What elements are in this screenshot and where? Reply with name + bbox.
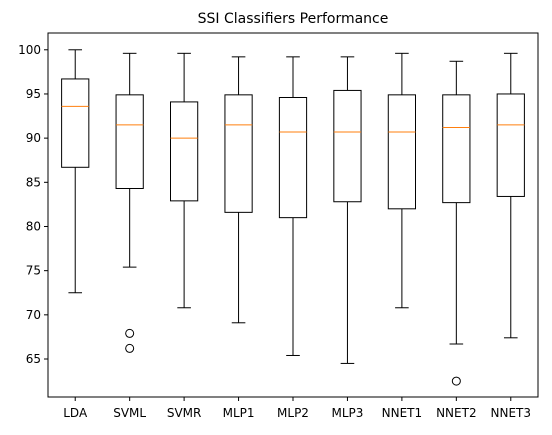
plot-frame: [47, 32, 539, 398]
box-mlp1: [224, 94, 253, 213]
x-tick-label: MLP3: [331, 406, 363, 420]
y-tick-label: 65: [26, 352, 41, 366]
outlier-point: [125, 328, 135, 338]
box-svmr: [170, 101, 199, 202]
box-mlp3: [333, 89, 362, 203]
x-tick-label: NNET3: [491, 406, 532, 420]
plot-area: 65 70 75 80 85 90 95 100 LDA SVML SVMR MLP1 MLP2 MLP3…: [18, 32, 539, 420]
y-tick-label: 70: [26, 308, 41, 322]
y-tick-label: 90: [26, 131, 41, 145]
x-tick-label: NNET1: [382, 406, 423, 420]
y-tick-label: 95: [26, 87, 41, 101]
y-tick-label: 80: [26, 219, 41, 233]
x-tick-label: NNET2: [436, 406, 477, 420]
y-tick-label: 100: [18, 43, 41, 57]
outlier-point: [125, 343, 135, 353]
x-tick-label: LDA: [63, 406, 88, 420]
outlier-point: [451, 376, 461, 386]
x-tick-label: MLP2: [277, 406, 309, 420]
box-mlp2: [278, 96, 308, 219]
chart-title: SSI Classifiers Performance: [198, 11, 389, 27]
box-nnet2: [442, 94, 471, 204]
box-nnet1: [387, 94, 416, 210]
x-tick-label: MLP1: [223, 406, 255, 420]
box-lda: [61, 78, 90, 168]
y-tick-label: 85: [26, 175, 41, 189]
box-nnet3: [496, 93, 525, 197]
y-tick-label: 75: [26, 264, 41, 278]
box-svml: [115, 94, 144, 189]
x-tick-label: SVMR: [167, 406, 202, 420]
x-tick-label: SVML: [113, 406, 146, 420]
